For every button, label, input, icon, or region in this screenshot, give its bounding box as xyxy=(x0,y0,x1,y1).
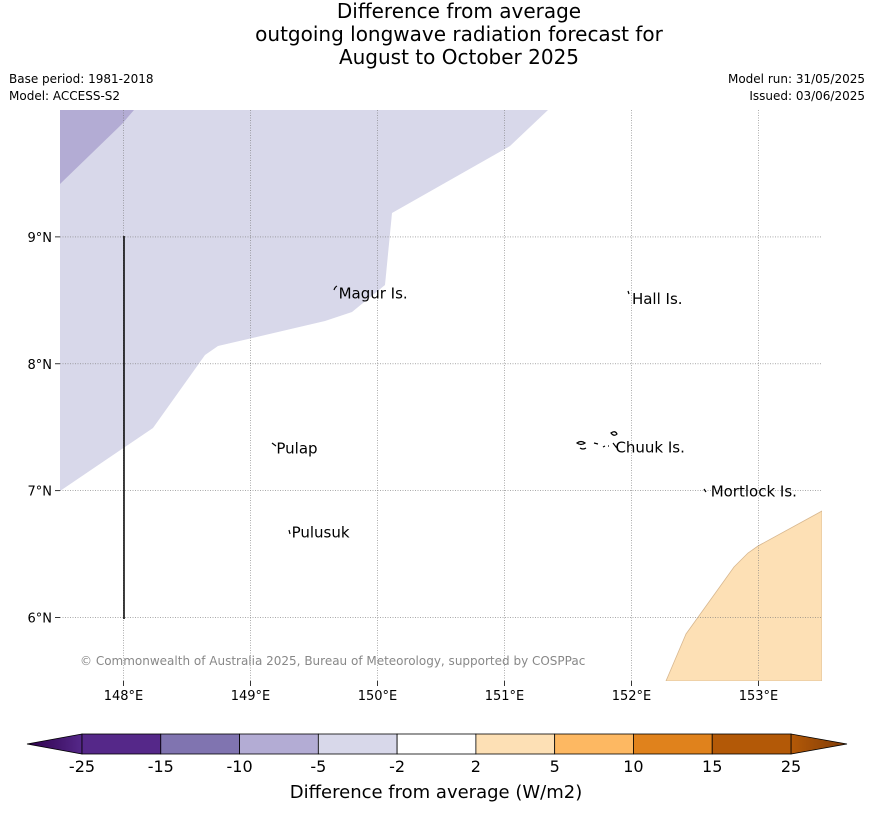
model-name: Model: ACCESS-S2 xyxy=(9,89,121,103)
colorbar-tick-3: -5 xyxy=(310,757,326,776)
map-axis-ticks: 148°E 149°E 150°E 151°E 152°E 153°E 9°N 8°N 7°N 6… xyxy=(28,231,779,704)
colorbar-segment-6 xyxy=(554,733,634,755)
colorbar-segment-8 xyxy=(711,733,792,755)
anomaly-region-neg5-neg2 xyxy=(60,110,548,491)
colorbar-tick-4: -2 xyxy=(389,757,405,776)
colorbar-tick-6: 5 xyxy=(550,757,560,776)
lat-tick-label-1: 8°N xyxy=(28,358,53,373)
title-line-2: outgoing longwave radiation forecast for xyxy=(255,22,663,46)
place-label-4: Mortlock Is. xyxy=(711,483,797,501)
lat-tick-label-3: 6°N xyxy=(28,612,53,627)
place-label-3: Chuuk Is. xyxy=(615,438,684,456)
lon-tick-label-5: 153°E xyxy=(739,689,779,704)
issued-date: Issued: 03/06/2025 xyxy=(749,89,865,103)
colorbar-segment-1 xyxy=(160,733,240,755)
colorbar-segment-3 xyxy=(317,733,398,755)
colorbar-segment-5 xyxy=(475,733,556,755)
anomaly-region-2-5 xyxy=(665,510,822,681)
colorbar-tick-7: 10 xyxy=(623,757,643,776)
place-label-0: Magur Is. xyxy=(339,285,408,303)
lat-tick-label-0: 9°N xyxy=(28,231,53,246)
base-period: Base period: 1981-2018 xyxy=(9,72,154,86)
colorbar-tick-2: -10 xyxy=(226,757,252,776)
lon-tick-label-1: 149°E xyxy=(231,689,271,704)
colorbar-tick-1: -15 xyxy=(148,757,174,776)
map-title: Difference from average outgoing longwav… xyxy=(0,0,873,69)
title-line-3: August to October 2025 xyxy=(338,45,580,69)
title-line-1: Difference from average xyxy=(336,0,582,23)
colorbar-extend-low xyxy=(26,733,83,755)
colorbar-title: Difference from average (W/m2) xyxy=(290,782,582,803)
copyright-notice: © Commonwealth of Australia 2025, Bureau… xyxy=(80,654,585,668)
island-shapes xyxy=(271,285,707,535)
colorbar-tick-5: 2 xyxy=(471,757,481,776)
colorbar-segment-7 xyxy=(633,733,713,755)
map-plot-area: Magur Is. Hall Is. Pulap Chuuk Is. Mortlock … xyxy=(60,110,822,681)
colorbar-segment-4 xyxy=(396,733,477,755)
place-label-2: Pulap xyxy=(276,440,317,458)
colorbar-segment-0 xyxy=(81,733,162,755)
lon-tick-label-0: 148°E xyxy=(104,689,144,704)
lat-tick-label-2: 7°N xyxy=(28,485,53,500)
run-info: Model run: 31/05/2025 Issued: 03/06/2025 xyxy=(728,71,865,105)
colorbar-tick-9: 25 xyxy=(781,757,801,776)
colorbar-segment-2 xyxy=(239,733,319,755)
place-label-1: Hall Is. xyxy=(632,290,683,308)
colorbar: -25 -15 -10 -5 -2 2 5 10 15 25 Difference from av… xyxy=(26,733,848,803)
lon-tick-label-3: 151°E xyxy=(485,689,525,704)
lon-tick-label-4: 152°E xyxy=(612,689,652,704)
model-info: Base period: 1981-2018 Model: ACCESS-S2 xyxy=(9,71,154,105)
lon-tick-label-2: 150°E xyxy=(358,689,398,704)
place-labels: Magur Is. Hall Is. Pulap Chuuk Is. Mortlock … xyxy=(276,285,797,542)
anomaly-region-neg10-neg5 xyxy=(60,110,134,184)
colorbar-tick-8: 15 xyxy=(702,757,722,776)
colorbar-extend-high xyxy=(790,733,848,755)
colorbar-tick-0: -25 xyxy=(69,757,95,776)
model-run-date: Model run: 31/05/2025 xyxy=(727,72,865,86)
place-label-5: Pulusuk xyxy=(292,523,350,541)
